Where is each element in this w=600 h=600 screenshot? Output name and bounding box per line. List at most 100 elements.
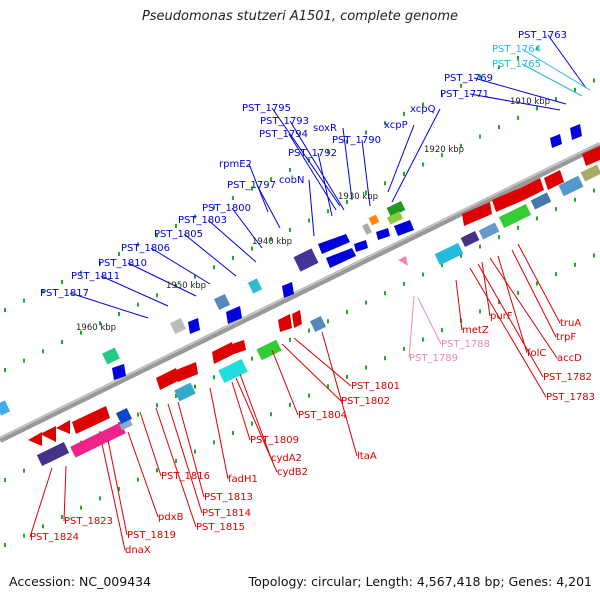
gene-label[interactable]: PST_1817 [40,288,89,299]
gene-label[interactable]: PST_1763 [518,30,567,41]
feature-arrow[interactable] [28,432,42,446]
gene-label[interactable]: PST_1811 [71,271,120,282]
gene-label[interactable]: dnaX [125,545,151,556]
feature-arrow[interactable] [520,178,544,200]
feature-arrow[interactable] [232,340,246,354]
feature-box[interactable] [218,359,248,383]
feature-arrow[interactable] [544,170,564,190]
feature-arrow[interactable] [318,234,350,254]
feature-box[interactable] [115,407,133,425]
gene-label[interactable]: PST_1803 [178,215,227,226]
gene-label[interactable]: PST_1804 [298,410,347,421]
gene-label[interactable]: cydB2 [277,467,308,478]
feature-arrow[interactable] [112,364,126,380]
gene-label[interactable]: PST_1809 [250,435,299,446]
feature-arrow[interactable] [292,310,302,328]
feature-box[interactable] [386,211,404,225]
feature-arrow[interactable] [398,256,408,266]
gene-label[interactable]: PST_1819 [127,530,176,541]
feature-arrow[interactable] [188,318,200,334]
gene-label[interactable]: PST_1792 [288,148,337,159]
feature-box[interactable] [256,339,282,361]
gene-label[interactable]: ltaA [357,451,377,462]
gene-label[interactable]: PST_1814 [202,508,251,519]
feature-box[interactable] [530,192,552,210]
feature-box[interactable] [368,214,380,226]
gene-label[interactable]: PST_1816 [161,471,210,482]
gene-label[interactable]: purF [490,311,513,322]
gene-label[interactable]: accD [557,353,582,364]
feature-box[interactable] [580,164,600,182]
feature-arrow[interactable] [326,248,356,268]
feature-box[interactable] [498,204,532,228]
feature-arrow[interactable] [354,240,368,252]
feature-arrow[interactable] [40,426,56,442]
feature-box[interactable] [293,248,319,272]
gene-label[interactable]: rpmE2 [219,159,252,170]
gene-label[interactable]: xcpP [384,120,408,131]
feature-arrow[interactable] [72,406,110,434]
feature-box[interactable] [478,222,500,240]
gene-label[interactable]: PST_1810 [98,258,147,269]
feature-box[interactable] [36,442,70,466]
gene-label[interactable]: truA [560,318,581,329]
gene-label[interactable]: PST_1795 [242,103,291,114]
feature-box[interactable] [119,419,133,431]
feature-box[interactable] [460,230,480,248]
gene-label[interactable]: PST_1794 [259,129,308,140]
feature-arrow[interactable] [282,282,294,298]
gene-label[interactable]: PST_1765 [492,59,541,70]
feature-arrow[interactable] [550,134,562,148]
feature-box[interactable] [309,315,327,333]
gene-label[interactable]: PST_1813 [204,492,253,503]
gene-label[interactable]: PST_1806 [121,243,170,254]
gene-label[interactable]: xcpQ [410,104,436,115]
gene-label[interactable]: PST_1797 [227,180,276,191]
feature-arrow[interactable] [156,368,180,390]
feature-arrow[interactable] [278,314,292,332]
gene-label[interactable]: fadH1 [228,474,258,485]
gene-label[interactable]: PST_1782 [543,372,592,383]
feature-arrow[interactable] [56,420,70,434]
gene-label[interactable]: PST_1764 [492,44,541,55]
feature-arrow[interactable] [176,362,198,382]
feature-arrow[interactable] [394,220,414,236]
feature-arrow[interactable] [570,124,582,140]
feature-box[interactable] [70,422,126,458]
feature-box[interactable] [169,317,187,335]
feature-box[interactable] [386,200,406,218]
feature-arrow[interactable] [212,342,234,364]
feature-arrow[interactable] [462,208,478,226]
feature-box[interactable] [362,223,372,235]
feature-arrow[interactable] [226,306,242,324]
feature-box[interactable] [102,347,120,365]
gene-label[interactable]: PST_1805 [154,229,203,240]
gene-label[interactable]: PST_1815 [196,522,245,533]
feature-arrow[interactable] [492,188,524,212]
gene-label[interactable]: PST_1783 [546,392,595,403]
gene-label[interactable]: PST_1789 [409,353,458,364]
gene-label[interactable]: trpF [556,332,576,343]
gene-label[interactable]: soxR [313,123,337,134]
gene-label[interactable]: PST_1800 [202,203,251,214]
feature-box[interactable] [174,382,196,402]
gene-label[interactable]: PST_1769 [444,73,493,84]
gene-label[interactable]: PST_1793 [260,116,309,127]
gene-label[interactable]: metZ [462,325,489,336]
feature-box[interactable] [247,278,263,294]
gene-label[interactable]: PST_1823 [64,516,113,527]
feature-box[interactable] [213,293,231,311]
gene-label[interactable]: cobN [279,175,304,186]
feature-arrow[interactable] [582,146,600,166]
feature-box[interactable] [0,400,11,416]
gene-label[interactable]: PST_1788 [441,339,490,350]
gene-label[interactable]: cydA2 [271,453,302,464]
gene-label[interactable]: PST_1771 [440,89,489,100]
gene-label[interactable]: PST_1802 [341,396,390,407]
feature-arrow[interactable] [476,202,492,220]
feature-box[interactable] [434,242,464,266]
gene-label[interactable]: PST_1801 [351,381,400,392]
gene-label[interactable]: folC [527,348,546,359]
feature-arrow[interactable] [376,228,390,240]
gene-label[interactable]: PST_1790 [332,135,381,146]
